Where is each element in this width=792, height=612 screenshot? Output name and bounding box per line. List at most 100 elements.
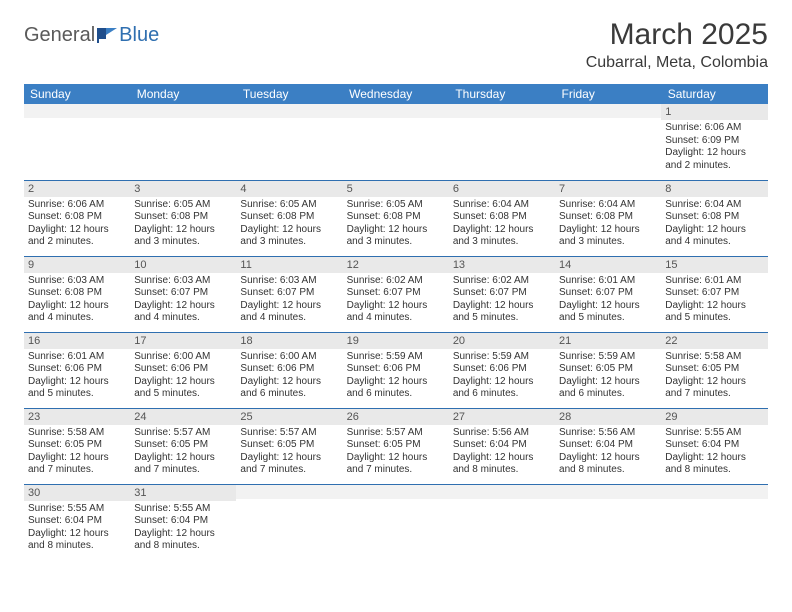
day-number: 7 [555,181,661,197]
day-number [236,485,342,499]
day-detail-line: Sunset: 6:04 PM [665,439,763,452]
day-detail-line: Sunrise: 5:58 AM [665,351,763,364]
day-detail-line: Sunset: 6:08 PM [28,211,126,224]
day-detail-line: and 3 minutes. [134,236,232,249]
day-detail-line: Daylight: 12 hours [453,300,551,313]
day-detail-line: Daylight: 12 hours [559,224,657,237]
calendar-day-cell: 29Sunrise: 5:55 AMSunset: 6:04 PMDayligh… [661,408,767,484]
day-details [236,118,342,122]
day-number: 24 [130,409,236,425]
day-number: 20 [449,333,555,349]
day-detail-line: Sunrise: 6:00 AM [134,351,232,364]
day-number: 19 [343,333,449,349]
weekday-header: Sunday [24,84,130,104]
day-number [449,485,555,499]
calendar-day-cell: 22Sunrise: 5:58 AMSunset: 6:05 PMDayligh… [661,332,767,408]
day-detail-line: Daylight: 12 hours [28,528,126,541]
calendar-day-cell: 10Sunrise: 6:03 AMSunset: 6:07 PMDayligh… [130,256,236,332]
day-details: Sunrise: 6:05 AMSunset: 6:08 PMDaylight:… [130,197,236,251]
day-detail-line: and 8 minutes. [134,540,232,553]
calendar-day-cell: 11Sunrise: 6:03 AMSunset: 6:07 PMDayligh… [236,256,342,332]
day-number: 21 [555,333,661,349]
calendar-day-cell: 24Sunrise: 5:57 AMSunset: 6:05 PMDayligh… [130,408,236,484]
day-detail-line: and 4 minutes. [665,236,763,249]
day-detail-line: Daylight: 12 hours [665,147,763,160]
day-detail-line: and 8 minutes. [665,464,763,477]
day-detail-line: Sunset: 6:07 PM [453,287,551,300]
calendar-day-cell: 9Sunrise: 6:03 AMSunset: 6:08 PMDaylight… [24,256,130,332]
day-detail-line: Sunset: 6:08 PM [28,287,126,300]
day-number: 22 [661,333,767,349]
day-detail-line: and 5 minutes. [453,312,551,325]
day-details: Sunrise: 6:06 AMSunset: 6:09 PMDaylight:… [661,120,767,174]
day-details: Sunrise: 5:57 AMSunset: 6:05 PMDaylight:… [236,425,342,479]
day-detail-line: Daylight: 12 hours [134,528,232,541]
day-number: 2 [24,181,130,197]
day-detail-line: Sunset: 6:07 PM [559,287,657,300]
day-detail-line: Sunrise: 6:04 AM [559,199,657,212]
day-detail-line: Daylight: 12 hours [134,452,232,465]
day-number [555,104,661,118]
day-details: Sunrise: 6:01 AMSunset: 6:06 PMDaylight:… [24,349,130,403]
day-number [343,485,449,499]
day-detail-line: and 6 minutes. [559,388,657,401]
day-detail-line: Daylight: 12 hours [240,376,338,389]
calendar-day-cell [449,104,555,180]
calendar-week-row: 30Sunrise: 5:55 AMSunset: 6:04 PMDayligh… [24,484,768,560]
calendar-week-row: 23Sunrise: 5:58 AMSunset: 6:05 PMDayligh… [24,408,768,484]
day-details: Sunrise: 6:04 AMSunset: 6:08 PMDaylight:… [555,197,661,251]
day-detail-line: and 3 minutes. [240,236,338,249]
day-detail-line: Sunset: 6:08 PM [240,211,338,224]
day-detail-line: Sunrise: 6:02 AM [347,275,445,288]
day-detail-line: Daylight: 12 hours [347,452,445,465]
day-detail-line: Sunrise: 5:55 AM [665,427,763,440]
day-detail-line: and 5 minutes. [134,388,232,401]
day-detail-line: Sunrise: 6:01 AM [665,275,763,288]
day-detail-line: Sunrise: 5:55 AM [134,503,232,516]
day-details: Sunrise: 5:58 AMSunset: 6:05 PMDaylight:… [24,425,130,479]
header: General Blue March 2025 Cubarral, Meta, … [24,18,768,72]
weekday-header: Monday [130,84,236,104]
day-detail-line: and 8 minutes. [453,464,551,477]
day-detail-line: Sunrise: 6:04 AM [665,199,763,212]
day-detail-line: Daylight: 12 hours [559,452,657,465]
day-detail-line: Sunset: 6:07 PM [347,287,445,300]
day-detail-line: Sunrise: 6:03 AM [240,275,338,288]
day-detail-line: Daylight: 12 hours [347,224,445,237]
calendar-day-cell [236,484,342,560]
day-detail-line: Daylight: 12 hours [559,376,657,389]
day-details: Sunrise: 6:03 AMSunset: 6:08 PMDaylight:… [24,273,130,327]
calendar-week-row: 9Sunrise: 6:03 AMSunset: 6:08 PMDaylight… [24,256,768,332]
month-title: March 2025 [586,18,768,52]
calendar-week-row: 2Sunrise: 6:06 AMSunset: 6:08 PMDaylight… [24,180,768,256]
day-detail-line: and 4 minutes. [28,312,126,325]
day-detail-line: Sunset: 6:08 PM [134,211,232,224]
day-details: Sunrise: 5:57 AMSunset: 6:05 PMDaylight:… [343,425,449,479]
calendar-day-cell: 15Sunrise: 6:01 AMSunset: 6:07 PMDayligh… [661,256,767,332]
day-details: Sunrise: 6:03 AMSunset: 6:07 PMDaylight:… [236,273,342,327]
day-detail-line: Daylight: 12 hours [240,452,338,465]
day-detail-line: Sunrise: 6:05 AM [347,199,445,212]
day-details [236,499,342,503]
day-detail-line: Sunrise: 5:59 AM [453,351,551,364]
day-detail-line: Sunrise: 6:05 AM [134,199,232,212]
day-number [130,104,236,118]
day-detail-line: Sunrise: 6:06 AM [28,199,126,212]
day-detail-line: and 5 minutes. [28,388,126,401]
calendar-day-cell: 13Sunrise: 6:02 AMSunset: 6:07 PMDayligh… [449,256,555,332]
day-detail-line: Sunrise: 6:01 AM [28,351,126,364]
day-detail-line: Sunset: 6:05 PM [347,439,445,452]
day-detail-line: Daylight: 12 hours [28,376,126,389]
day-detail-line: and 4 minutes. [347,312,445,325]
day-details [343,118,449,122]
calendar-day-cell [449,484,555,560]
weekday-header-row: SundayMondayTuesdayWednesdayThursdayFrid… [24,84,768,104]
day-detail-line: Sunset: 6:06 PM [134,363,232,376]
calendar-day-cell [24,104,130,180]
day-detail-line: and 3 minutes. [453,236,551,249]
calendar-day-cell: 26Sunrise: 5:57 AMSunset: 6:05 PMDayligh… [343,408,449,484]
day-detail-line: and 7 minutes. [134,464,232,477]
day-details: Sunrise: 5:55 AMSunset: 6:04 PMDaylight:… [661,425,767,479]
calendar-day-cell: 12Sunrise: 6:02 AMSunset: 6:07 PMDayligh… [343,256,449,332]
day-details [343,499,449,503]
